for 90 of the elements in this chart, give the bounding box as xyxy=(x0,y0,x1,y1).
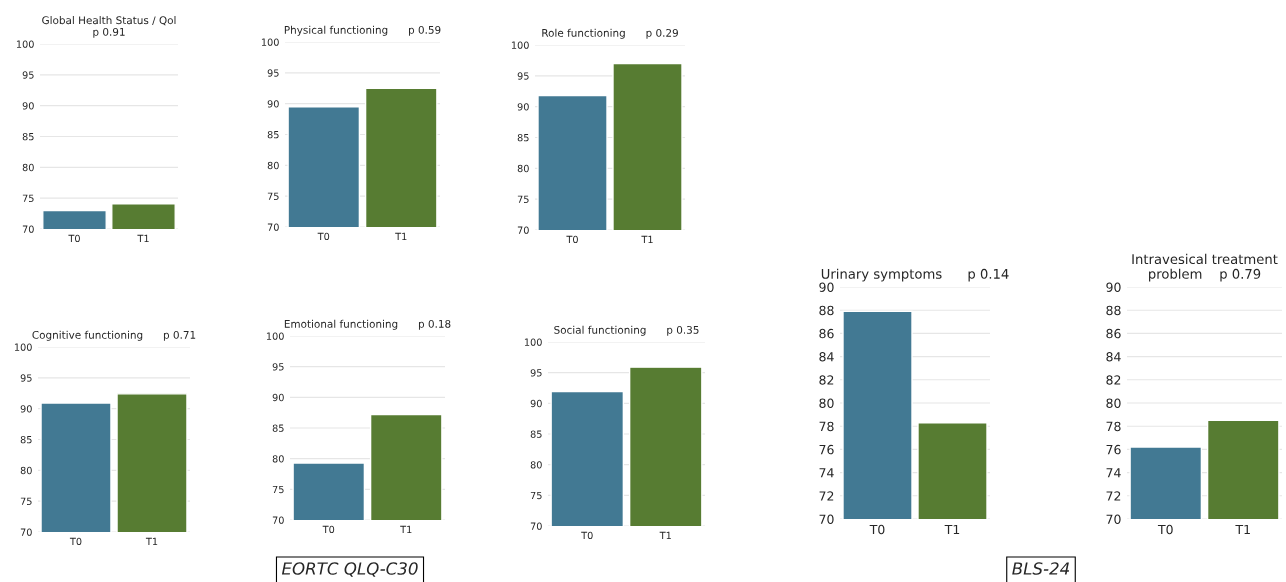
y-tick-label: 90 xyxy=(267,100,279,108)
chart-title: Cognitive functioning p 0.71 xyxy=(32,330,196,341)
y-tick-label: 70 xyxy=(517,226,529,234)
x-tick-label: T1 xyxy=(400,525,412,533)
y-tick-label: 95 xyxy=(20,374,32,382)
x-tick-label: T0 xyxy=(869,524,885,535)
x-tick-label: T0 xyxy=(69,537,82,546)
x-tick-label: T1 xyxy=(145,537,158,545)
x-tick-label: T0 xyxy=(566,235,578,244)
y-tick-label: 74 xyxy=(819,468,834,478)
y-tick-label: 80 xyxy=(530,461,542,469)
y-tick-label: 85 xyxy=(22,132,34,141)
chart-title: Urinary symptoms p 0.14 xyxy=(821,268,1009,282)
y-tick-label: 80 xyxy=(20,466,32,475)
x-tick-label: T1 xyxy=(659,531,671,539)
x-tick-label: T0 xyxy=(68,234,80,243)
text: EORTC QLQ-C30 xyxy=(281,562,418,577)
y-tick-label: 90 xyxy=(1106,282,1121,292)
y-tick-label: 75 xyxy=(267,192,279,200)
y-tick-label: 85 xyxy=(20,435,32,444)
y-tick-label: 100 xyxy=(14,343,32,351)
y-tick-label: 100 xyxy=(524,338,542,346)
y-tick-label: 80 xyxy=(517,164,529,173)
y-tick-label: 80 xyxy=(22,163,34,172)
y-tick-label: 80 xyxy=(272,455,284,463)
y-tick-label: 90 xyxy=(22,102,34,110)
chart-title: Global Health Status / Qol p 0.91 xyxy=(42,16,176,38)
y-tick-label: 70 xyxy=(22,225,34,233)
y-tick-label: 70 xyxy=(272,516,284,524)
y-tick-label: 85 xyxy=(267,130,279,139)
x-tick-label: T0 xyxy=(322,525,335,534)
y-tick-label: 100 xyxy=(266,332,284,340)
x-tick-label: T1 xyxy=(641,235,653,243)
y-tick-label: 74 xyxy=(1106,468,1121,478)
y-tick-label: 70 xyxy=(1106,514,1121,524)
y-tick-label: 88 xyxy=(1106,305,1121,316)
chart-title: Role functioning p 0.29 xyxy=(542,28,678,39)
y-tick-label: 84 xyxy=(1106,352,1121,362)
y-tick-label: 75 xyxy=(530,491,542,500)
y-tick-label: 70 xyxy=(530,522,542,530)
y-tick-label: 90 xyxy=(530,399,542,408)
y-tick-label: 70 xyxy=(267,223,279,231)
y-tick-label: 76 xyxy=(819,444,834,455)
y-tick-label: 75 xyxy=(517,195,529,203)
chart-title: Emotional functioning p 0.18 xyxy=(284,319,451,330)
y-tick-label: 75 xyxy=(20,497,32,505)
y-tick-label: 95 xyxy=(272,363,284,371)
y-tick-label: 84 xyxy=(819,352,834,362)
x-tick-label: T1 xyxy=(137,234,149,242)
y-tick-label: 86 xyxy=(819,328,834,339)
y-tick-label: 78 xyxy=(819,421,834,432)
y-tick-label: 72 xyxy=(1106,491,1121,501)
y-tick-label: 100 xyxy=(511,41,529,49)
y-tick-label: 82 xyxy=(819,375,834,385)
y-tick-label: 80 xyxy=(267,161,279,170)
y-tick-label: 95 xyxy=(22,71,34,79)
y-tick-label: 90 xyxy=(819,282,834,292)
chart-title: Social functioning p 0.35 xyxy=(554,325,699,336)
y-tick-label: 82 xyxy=(1106,375,1121,385)
y-tick-label: 85 xyxy=(272,424,284,432)
y-tick-label: 70 xyxy=(819,514,834,524)
y-tick-label: 86 xyxy=(1106,328,1121,339)
x-tick-label: T0 xyxy=(581,531,593,540)
y-tick-label: 95 xyxy=(530,369,542,377)
y-tick-label: 85 xyxy=(530,430,542,438)
y-tick-label: 70 xyxy=(20,528,32,536)
chart-title: Intravesical treatment problem p 0.79 xyxy=(1132,253,1278,282)
y-tick-label: 80 xyxy=(819,398,834,408)
y-tick-label: 90 xyxy=(517,103,529,111)
y-tick-label: 95 xyxy=(267,69,279,77)
y-tick-label: 88 xyxy=(819,305,834,316)
y-tick-label: 85 xyxy=(517,133,529,142)
x-tick-label: T1 xyxy=(1235,524,1250,535)
x-tick-label: T1 xyxy=(395,232,407,240)
x-tick-label: T0 xyxy=(1157,524,1173,535)
y-tick-label: 100 xyxy=(261,38,279,46)
y-tick-label: 78 xyxy=(1106,421,1121,432)
y-tick-label: 76 xyxy=(1106,444,1121,455)
x-tick-label: T0 xyxy=(317,232,330,241)
chart-title: Physical functioning p 0.59 xyxy=(284,25,441,36)
y-tick-label: 100 xyxy=(16,40,34,48)
y-tick-label: 72 xyxy=(819,491,834,501)
y-tick-label: 90 xyxy=(20,405,32,413)
x-tick-label: T1 xyxy=(944,524,960,535)
y-tick-label: 90 xyxy=(272,393,284,402)
y-tick-label: 75 xyxy=(272,485,284,494)
text: BLS-24 xyxy=(1012,562,1070,575)
y-tick-label: 80 xyxy=(1106,398,1121,408)
y-tick-label: 75 xyxy=(22,194,34,202)
y-tick-label: 95 xyxy=(517,72,529,80)
